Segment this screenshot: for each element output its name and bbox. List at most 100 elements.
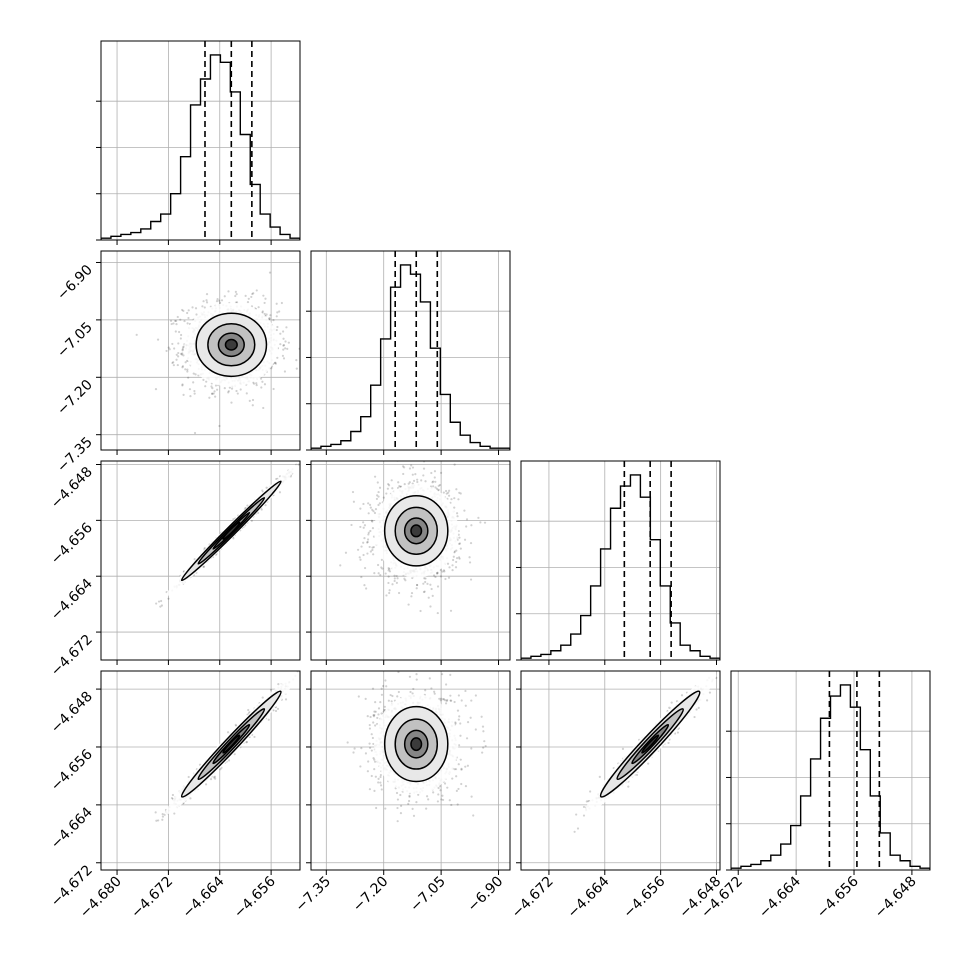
scatter-point <box>423 590 426 593</box>
scatter-point <box>274 709 278 713</box>
scatter-point <box>135 333 138 336</box>
scatter-point <box>451 564 454 567</box>
scatter-point <box>273 361 276 365</box>
scatter-point <box>429 583 432 586</box>
scatter-point <box>454 566 458 569</box>
panel-1-1 <box>306 250 511 455</box>
scatter-point <box>362 541 365 544</box>
scatter-point <box>182 345 185 348</box>
panel-frame <box>100 250 301 451</box>
scatter-point <box>211 387 214 390</box>
scatter-point <box>358 556 361 559</box>
contour-level <box>222 521 241 540</box>
scatter-point <box>205 293 209 296</box>
scatter-point <box>391 583 394 586</box>
scatter-point <box>415 583 419 587</box>
scatter-point <box>275 477 278 481</box>
scatter-point <box>459 492 462 495</box>
scatter-point <box>170 322 173 326</box>
histogram-step <box>521 474 720 660</box>
scatter-point <box>369 529 372 533</box>
scatter-point <box>250 519 253 522</box>
scatter-point <box>388 589 391 592</box>
panel-frame <box>310 250 511 451</box>
scatter-point <box>187 775 190 779</box>
scatter-point <box>362 553 365 557</box>
scatter-point <box>453 506 456 509</box>
scatter-point <box>469 541 473 545</box>
scatter-point <box>427 596 430 599</box>
scatter-point <box>171 342 174 346</box>
scatter-point <box>477 516 480 519</box>
scatter-point <box>161 818 164 821</box>
scatter-point <box>360 545 363 548</box>
scatter-point <box>214 395 217 398</box>
scatter-point <box>177 351 180 355</box>
scatter-point <box>446 562 450 565</box>
scatter-point <box>367 502 370 505</box>
scatter-point <box>219 301 222 305</box>
panel-2-1 <box>306 460 511 665</box>
scatter-point <box>234 294 237 298</box>
scatter-point <box>380 558 383 561</box>
scatter-point <box>161 815 165 818</box>
scatter-point <box>244 294 247 297</box>
scatter-point <box>382 496 385 499</box>
scatter-point <box>424 480 427 483</box>
scatter-point <box>463 538 467 541</box>
scatter-point <box>191 306 194 309</box>
scatter-point <box>369 506 372 509</box>
scatter-point <box>463 509 466 512</box>
scatter-point <box>276 707 280 710</box>
panel-3-0 <box>96 670 301 875</box>
scatter-point <box>175 353 178 356</box>
scatter-point <box>204 385 207 388</box>
scatter-point <box>173 812 176 815</box>
panel-frame <box>100 460 301 661</box>
scatter-point <box>245 392 248 395</box>
scatter-point <box>387 569 390 572</box>
scatter-point <box>366 552 369 555</box>
scatter-point <box>414 472 417 476</box>
scatter-point <box>453 551 456 554</box>
scatter-point <box>391 487 394 490</box>
scatter-point <box>209 777 213 781</box>
scatter-point <box>210 392 214 395</box>
scatter-point <box>223 295 226 298</box>
scatter-point <box>282 344 286 347</box>
scatter-point <box>458 536 461 539</box>
scatter-point <box>184 368 187 371</box>
scatter-point <box>468 556 471 559</box>
scatter-point <box>181 348 184 351</box>
scatter-point <box>216 388 219 391</box>
scatter-point <box>218 299 221 302</box>
scatter-point <box>396 577 399 580</box>
scatter-point <box>367 533 370 536</box>
scatter-point <box>227 290 230 293</box>
scatter-point <box>431 594 434 597</box>
scatter-point <box>453 463 456 466</box>
scatter-point <box>184 361 187 364</box>
scatter-point <box>230 387 234 390</box>
scatter-point <box>359 507 362 510</box>
scatter-point <box>455 560 458 564</box>
scatter-point <box>179 352 183 355</box>
scatter-point <box>154 388 158 391</box>
scatter-point <box>404 579 407 582</box>
scatter-point <box>369 550 372 553</box>
scatter-point <box>286 347 289 350</box>
scatter-point <box>363 566 367 570</box>
scatter-point <box>275 302 278 305</box>
scatter-point <box>437 488 440 491</box>
scatter-point <box>268 317 271 320</box>
scatter-point <box>395 581 398 584</box>
scatter-point <box>215 300 219 303</box>
scatter-point <box>262 406 265 410</box>
scatter-point <box>262 294 265 297</box>
scatter-point <box>280 301 283 305</box>
scatter-point <box>246 300 250 304</box>
scatter-point <box>450 498 453 501</box>
scatter-point <box>268 271 272 274</box>
scatter-point <box>182 309 185 312</box>
scatter-point <box>422 590 426 594</box>
